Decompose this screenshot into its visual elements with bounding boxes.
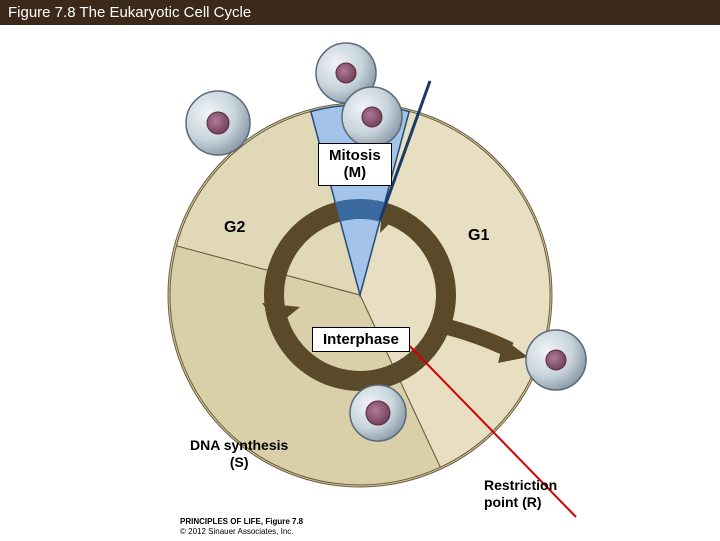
cell-g2 (186, 91, 250, 155)
label-restriction-line1: Restriction (484, 477, 557, 493)
cell-cycle-diagram: Mitosis (M) Interphase G1 G2 DNA synthes… (0, 25, 720, 541)
label-mitosis: Mitosis (M) (318, 143, 392, 186)
label-restriction: Restriction point (R) (484, 477, 557, 511)
label-s: DNA synthesis (S) (190, 437, 288, 471)
label-restriction-line2: point (R) (484, 494, 542, 510)
mitosis-arc (338, 209, 383, 212)
figure-title: Figure 7.8 The Eukaryotic Cell Cycle (8, 4, 251, 21)
credit-line1: PRINCIPLES OF LIFE, Figure 7.8 (180, 517, 303, 526)
cell-g1 (526, 330, 586, 390)
cycle-svg (0, 25, 720, 541)
label-mitosis-line1: Mitosis (329, 147, 381, 164)
label-interphase: Interphase (312, 327, 410, 352)
cell-s (350, 385, 406, 441)
label-interphase-text: Interphase (323, 331, 399, 348)
label-g1: G1 (468, 227, 489, 245)
figure-header: Figure 7.8 The Eukaryotic Cell Cycle (0, 0, 720, 25)
figure-credit: PRINCIPLES OF LIFE, Figure 7.8 © 2012 Si… (180, 517, 303, 536)
label-s-line2: (S) (230, 454, 249, 470)
label-g2: G2 (224, 219, 245, 237)
label-mitosis-line2: (M) (344, 164, 367, 181)
credit-line2: © 2012 Sinauer Associates, Inc. (180, 527, 294, 536)
label-s-line1: DNA synthesis (190, 437, 288, 453)
